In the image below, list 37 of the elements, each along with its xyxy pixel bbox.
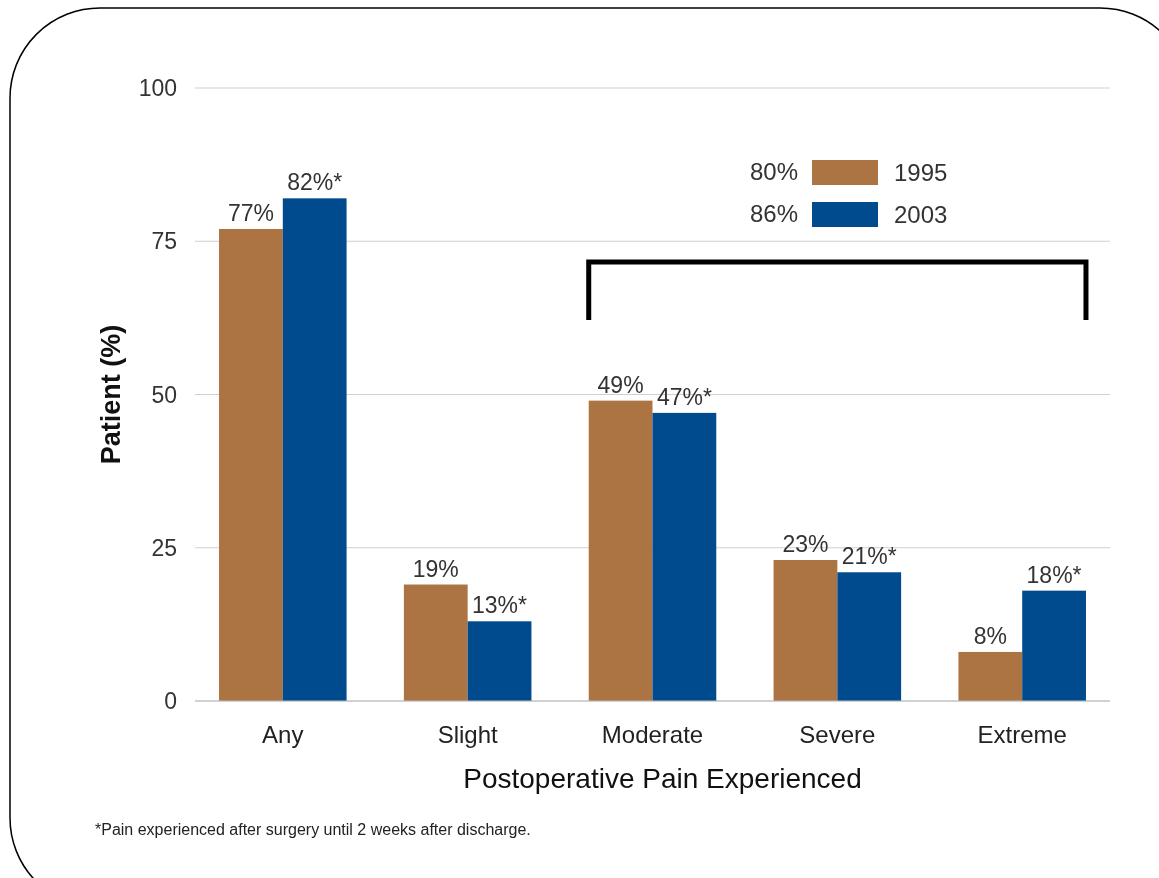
bar: [219, 228, 283, 701]
data-label: 49%: [597, 371, 644, 398]
y-tick-label: 25: [151, 534, 177, 561]
data-label: 13%*: [472, 592, 528, 619]
y-tick-label: 75: [151, 228, 177, 255]
bar: [282, 198, 347, 701]
bar: [958, 651, 1023, 701]
bar: [588, 400, 653, 701]
y-axis-title: Patient (%): [96, 324, 126, 465]
data-label: 23%: [782, 531, 829, 558]
x-axis-title: Postoperative Pain Experienced: [463, 763, 862, 794]
data-label: 19%: [412, 555, 459, 582]
data-label: 82%*: [287, 169, 343, 196]
x-tick-label: Moderate: [601, 721, 704, 748]
data-label: 18%*: [1026, 561, 1082, 588]
data-label: 21%*: [841, 543, 897, 570]
data-label: 8%: [973, 622, 1007, 649]
bar: [773, 560, 838, 701]
data-label: 47%*: [656, 383, 712, 410]
legend-label: 1995: [894, 159, 948, 186]
bar: [467, 621, 532, 701]
bar: [1022, 590, 1086, 701]
x-tick-label: Extreme: [977, 721, 1067, 748]
x-tick-label: Any: [262, 721, 304, 748]
y-tick-label: 100: [138, 75, 177, 101]
legend-label: 2003: [894, 201, 948, 228]
x-tick-label: Slight: [437, 721, 498, 748]
y-tick-label: 50: [151, 381, 177, 408]
bar: [403, 584, 468, 701]
bar: [652, 412, 717, 701]
annotation: 86%: [749, 200, 798, 227]
y-tick-label: 0: [164, 688, 177, 714]
x-tick-label: Severe: [799, 721, 876, 748]
data-label: 77%: [227, 199, 274, 226]
annotation: 80%: [749, 158, 798, 185]
bar: [837, 572, 902, 701]
text: *Pain experienced after surgery until 2 weeks after discharge.: [95, 821, 531, 838]
